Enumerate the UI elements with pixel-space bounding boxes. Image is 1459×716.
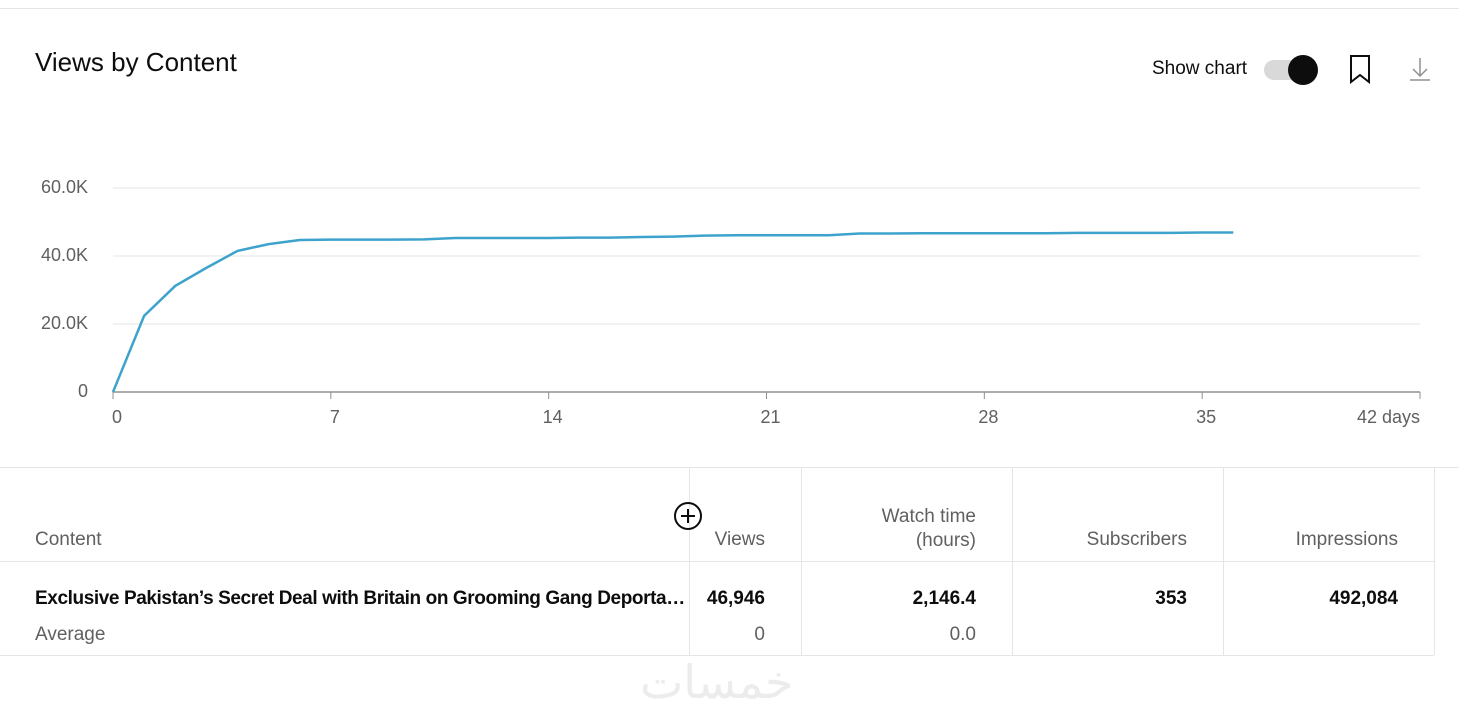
column-header[interactable]: Content bbox=[35, 529, 102, 550]
add-column-icon[interactable] bbox=[673, 501, 705, 533]
bookmark-icon[interactable] bbox=[1348, 54, 1374, 84]
x-tick-label: 21 bbox=[760, 407, 780, 427]
column-header[interactable]: Watch time (hours) bbox=[881, 506, 976, 551]
line bbox=[111, 231, 1234, 393]
y-tick-label: 0 bbox=[78, 381, 88, 401]
title: Views by Content bbox=[35, 47, 237, 77]
x-tick-label: 7 bbox=[330, 407, 340, 427]
cell: 492,084 bbox=[1329, 588, 1398, 609]
column-header[interactable]: Impressions bbox=[1295, 529, 1398, 550]
toggle-knob bbox=[1288, 55, 1318, 85]
chart: 0 20.0K 40.0K 60.0K 0 7 14 21 28 35 42 days bbox=[41, 177, 1421, 427]
cell: 353 bbox=[1155, 588, 1187, 609]
col-divider bbox=[801, 467, 802, 655]
cell: 46,946 bbox=[706, 588, 765, 609]
x-tick-label: 28 bbox=[978, 407, 998, 427]
divider bbox=[0, 8, 1459, 9]
video-title[interactable]: Exclusive Pakistan’s Secret Deal with Br… bbox=[35, 588, 685, 609]
y-tick-label: 20.0K bbox=[41, 313, 88, 333]
col-divider bbox=[689, 467, 690, 655]
col-divider bbox=[1223, 467, 1224, 655]
divider bbox=[0, 655, 1434, 656]
watermark: خمسات bbox=[640, 655, 794, 709]
toggle[interactable] bbox=[1264, 55, 1318, 85]
x-tick-label: 14 bbox=[543, 407, 563, 427]
toggle-label: Show chart bbox=[1152, 58, 1248, 79]
col-divider bbox=[1012, 467, 1013, 655]
cell: 0.0 bbox=[949, 624, 976, 645]
x-tick-label: 0 bbox=[112, 407, 122, 427]
y-tick-label: 40.0K bbox=[41, 245, 88, 265]
cell: 2,146.4 bbox=[912, 588, 976, 609]
download-icon[interactable] bbox=[1408, 56, 1432, 82]
x-tick-label: 35 bbox=[1196, 407, 1216, 427]
row-label: Average bbox=[35, 624, 106, 645]
col-divider bbox=[1434, 467, 1435, 655]
x-tick-label: 42 days bbox=[1357, 407, 1420, 427]
column-header[interactable]: Views bbox=[714, 529, 765, 550]
divider bbox=[0, 561, 1434, 562]
column-header[interactable]: Subscribers bbox=[1086, 529, 1187, 550]
divider bbox=[0, 467, 1459, 468]
y-tick-label: 60.0K bbox=[41, 177, 88, 197]
cell: 0 bbox=[754, 624, 765, 645]
